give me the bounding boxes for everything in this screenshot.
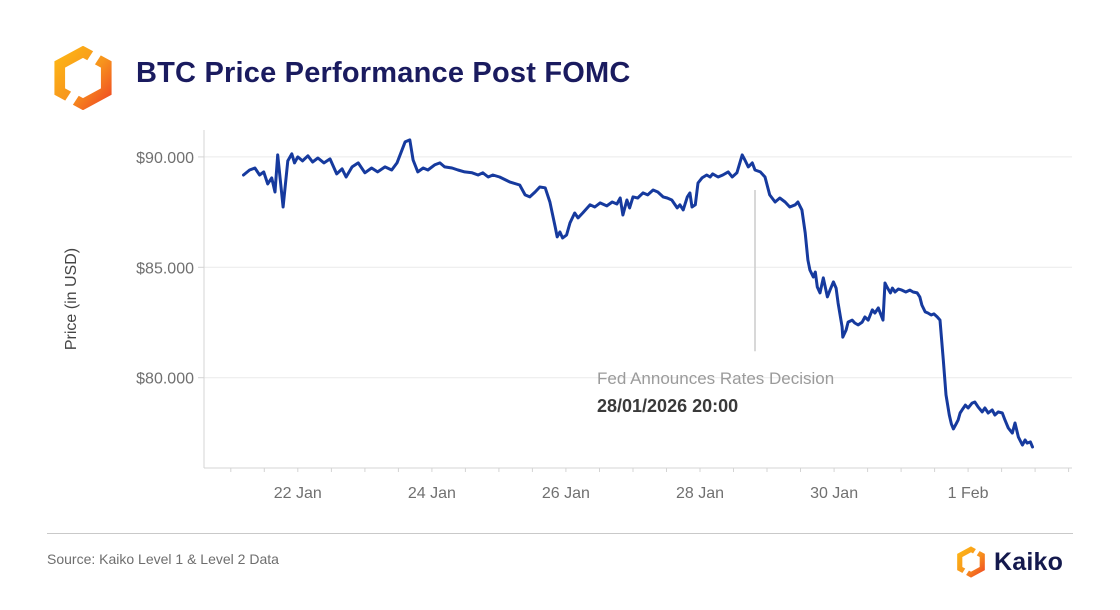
x-tick-label: 22 Jan: [274, 485, 322, 502]
kaiko-wordmark: Kaiko: [994, 547, 1064, 576]
price-line: [242, 138, 1034, 449]
kaiko-brand-logo: Kaiko: [956, 546, 1063, 578]
y-tick-label: $80.000: [136, 371, 194, 388]
y-tick-label: $85.000: [136, 260, 194, 277]
annotation-event-label: Fed Announces Rates Decision: [597, 369, 835, 388]
y-tick-label: $90.000: [136, 150, 194, 167]
y-axis-title: Price (in USD): [63, 248, 80, 350]
kaiko-hexagon-icon: [956, 546, 986, 578]
x-tick-label: 1 Feb: [948, 485, 989, 502]
x-tick-label: 30 Jan: [810, 485, 858, 502]
page-title: BTC Price Performance Post FOMC: [136, 57, 631, 89]
x-tick-label: 28 Jan: [676, 485, 724, 502]
annotation-event-datetime: 28/01/2026 20:00: [597, 396, 739, 416]
footer-divider: [47, 533, 1073, 534]
x-tick-label: 24 Jan: [408, 485, 456, 502]
source-note: Source: Kaiko Level 1 & Level 2 Data: [47, 551, 279, 567]
x-tick-label: 26 Jan: [542, 485, 590, 502]
